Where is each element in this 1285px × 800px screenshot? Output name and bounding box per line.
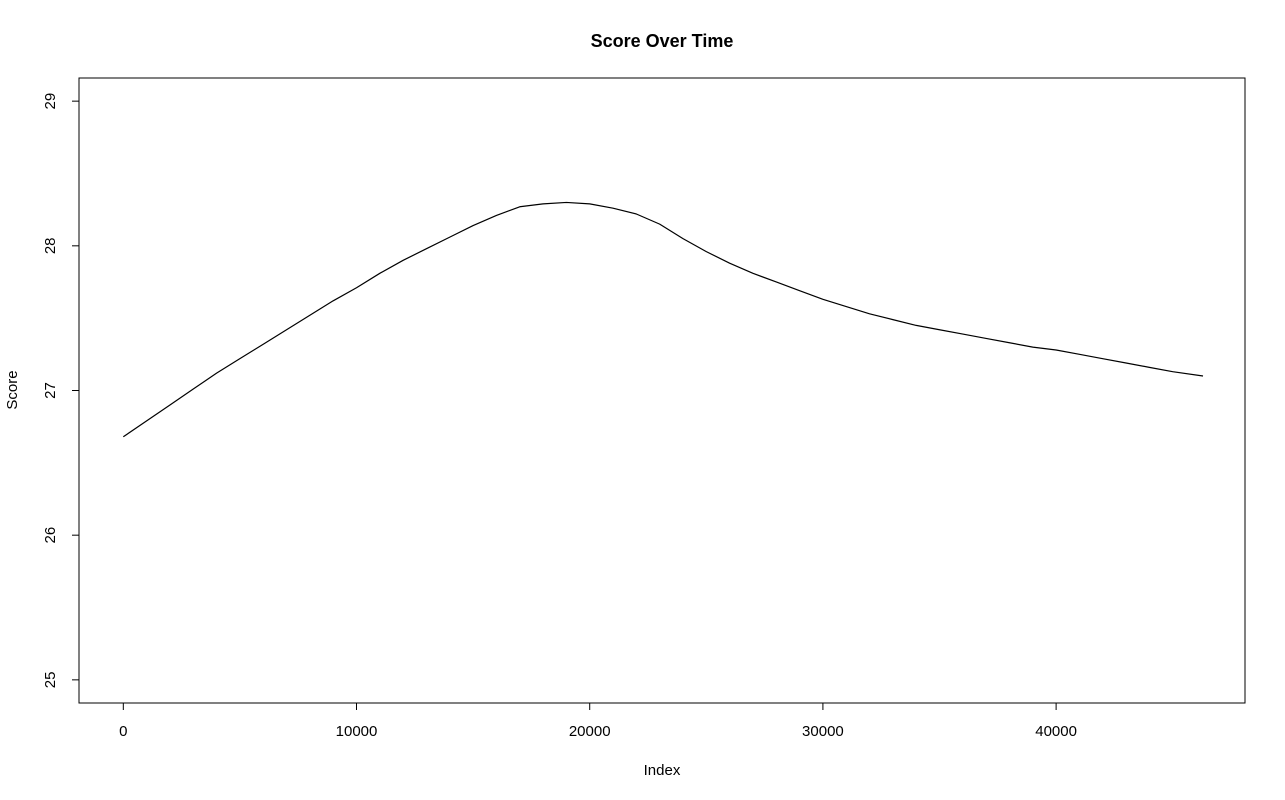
- y-tick-label: 27: [42, 382, 59, 399]
- y-tick-label: 28: [42, 237, 59, 254]
- x-tick-label: 0: [119, 723, 127, 740]
- series-layer: [122, 201, 1204, 438]
- chart-title: Score Over Time: [591, 31, 734, 51]
- x-tick-label: 30000: [802, 723, 844, 740]
- x-tick-label: 40000: [1035, 723, 1077, 740]
- x-tick-label: 20000: [569, 723, 611, 740]
- x-tick-label: 10000: [336, 723, 378, 740]
- y-axis: 25 26 27 28 29: [42, 93, 80, 689]
- y-tick-label: 29: [42, 93, 59, 110]
- x-axis: 0 10000 20000 30000 40000: [119, 702, 1077, 740]
- y-tick-label: 26: [42, 527, 59, 544]
- series-line: [122, 201, 1204, 438]
- plot-frame: [78, 77, 1246, 704]
- y-axis-label: Score: [4, 370, 21, 409]
- y-tick-label: 25: [42, 672, 59, 689]
- x-axis-label: Index: [644, 762, 681, 779]
